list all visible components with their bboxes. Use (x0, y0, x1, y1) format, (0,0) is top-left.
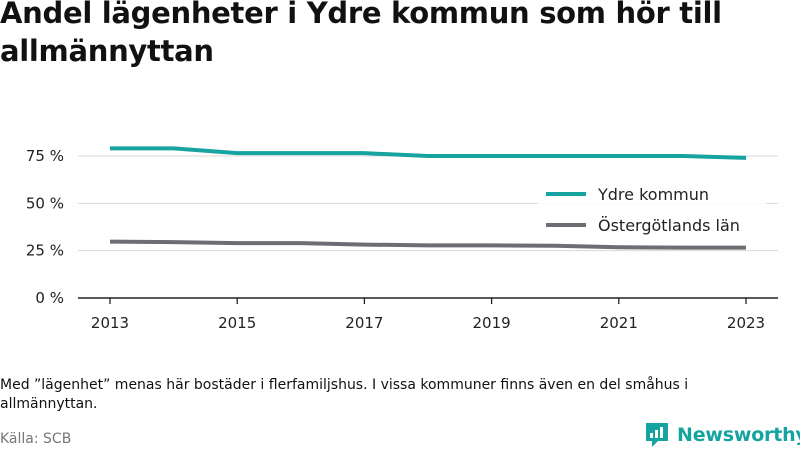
y-tick-label: 0 % (35, 289, 64, 307)
source-label: Källa: SCB (0, 431, 72, 447)
chart-note: Med ”lägenhet” menas här bostäder i fler… (0, 377, 689, 412)
x-tick-label: 2013 (91, 314, 129, 332)
legend-background (538, 181, 766, 243)
newsworthy-logo-icon (646, 423, 668, 447)
y-tick-label: 50 % (26, 194, 64, 212)
chart-title: Andel lägenheter i Ydre kommun som hör t… (0, 0, 722, 68)
series-line (109, 239, 746, 250)
legend-label: Ydre kommun (597, 185, 709, 204)
series-lines (109, 146, 747, 250)
newsworthy-logo-text: Newsworthy (677, 424, 800, 446)
y-tick-label: 25 % (26, 242, 64, 260)
x-tick-label: 2021 (600, 314, 638, 332)
x-tick-label: 2017 (345, 314, 383, 332)
x-tick-label: 2023 (727, 314, 765, 332)
x-axis-ticks: 2013 2015 2017 2019 2021 2023 (91, 298, 765, 332)
x-tick-label: 2015 (218, 314, 256, 332)
y-axis-ticks: 0 % 25 % 50 % 75 % (26, 147, 64, 307)
legend-label: Östergötlands län (598, 216, 740, 235)
series-line (110, 146, 747, 160)
line-chart: 0 % 25 % 50 % 75 % 2013 2015 2017 2019 2021 2023… (26, 146, 778, 332)
legend: Ydre kommun Östergötlands län (538, 181, 766, 243)
x-tick-label: 2019 (473, 314, 511, 332)
y-tick-label: 75 % (26, 147, 64, 165)
newsworthy-logo[interactable]: Newsworthy (644, 420, 800, 450)
